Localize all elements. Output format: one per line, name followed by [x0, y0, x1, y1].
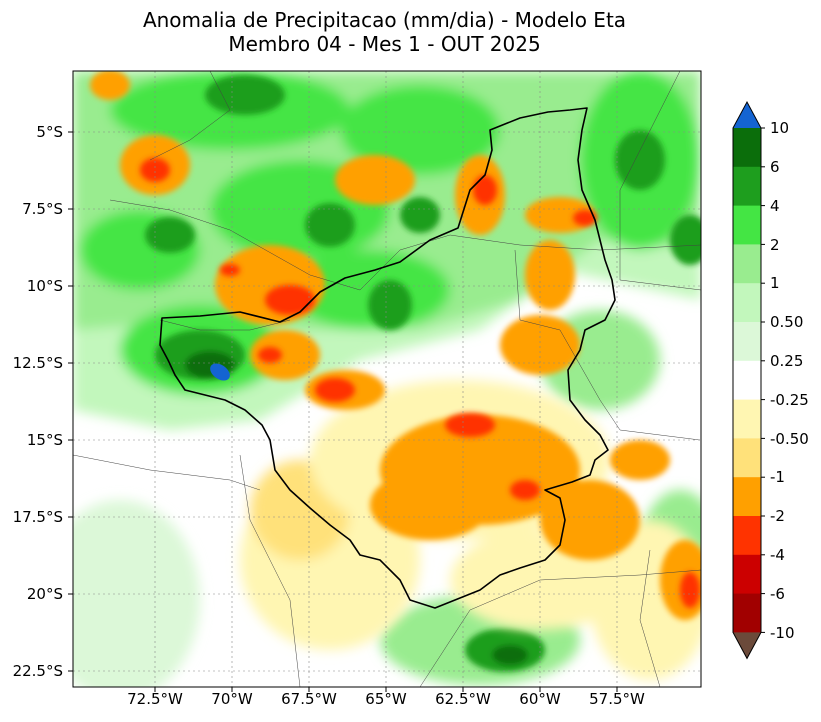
colorbar-label: 0.50: [770, 313, 804, 331]
colorbar-label: -0.25: [770, 391, 809, 409]
colorbar-segment: [733, 477, 761, 517]
colorbar: [732, 100, 765, 660]
colorbar-segment: [733, 554, 761, 595]
colorbar-label: -10: [770, 624, 795, 642]
colorbar-segment: [733, 516, 761, 556]
colorbar-label: 2: [770, 236, 780, 254]
colorbar-segment: [733, 128, 761, 168]
lat-label-15s: 15°S: [26, 431, 63, 449]
lon-label-65w: 65°W: [365, 690, 407, 708]
lon-label-72-5w: 72.5°W: [127, 690, 183, 708]
colorbar-segment: [733, 438, 761, 478]
colorbar-segment: [733, 399, 761, 439]
lat-label-7-5s: 7.5°S: [22, 200, 63, 218]
lon-label-60w: 60°W: [519, 690, 561, 708]
colorbar-label: -6: [770, 585, 785, 603]
colorbar-label: 10: [770, 119, 790, 137]
colorbar-segment: [733, 360, 761, 401]
lat-label-20s: 20°S: [26, 585, 63, 603]
map-title-line1: Anomalia de Precipitacao (mm/dia) - Mode…: [142, 8, 627, 32]
colorbar-segment: [733, 205, 761, 245]
colorbar-label: -4: [770, 546, 785, 564]
colorbar-label: -1: [770, 468, 785, 486]
basin-outline: [159, 107, 616, 609]
colorbar-max-arrow: [733, 102, 761, 128]
lat-label-5s: 5°S: [36, 123, 63, 141]
colorbar-label: -2: [770, 507, 785, 525]
map-frame: [72, 70, 702, 688]
colorbar-label: 0.25: [770, 352, 804, 370]
lon-label-67-5w: 67.5°W: [281, 690, 337, 708]
colorbar-min-arrow: [733, 632, 761, 659]
lat-label-17-5s: 17.5°S: [12, 508, 63, 526]
colorbar-label: 6: [770, 158, 780, 176]
colorbar-label: 4: [770, 197, 780, 215]
lon-label-70w: 70°W: [211, 690, 253, 708]
colorbar-segment: [733, 244, 761, 284]
colorbar-segment: [733, 283, 761, 323]
colorbar-label: 1: [770, 274, 780, 292]
lat-label-22-5s: 22.5°S: [12, 662, 63, 680]
map-title-line2: Membro 04 - Mes 1 - OUT 2025: [228, 32, 541, 56]
colorbar-label: -0.50: [770, 430, 809, 448]
lon-label-57-5w: 57.5°W: [589, 690, 645, 708]
anomaly-field: [73, 71, 701, 687]
colorbar-segment: [733, 593, 761, 633]
colorbar-segment: [733, 166, 761, 207]
colorbar-segment: [733, 322, 761, 362]
lat-label-12-5s: 12.5°S: [12, 354, 63, 372]
lon-label-62-5w: 62.5°W: [435, 690, 491, 708]
lat-label-10s: 10°S: [26, 277, 63, 295]
